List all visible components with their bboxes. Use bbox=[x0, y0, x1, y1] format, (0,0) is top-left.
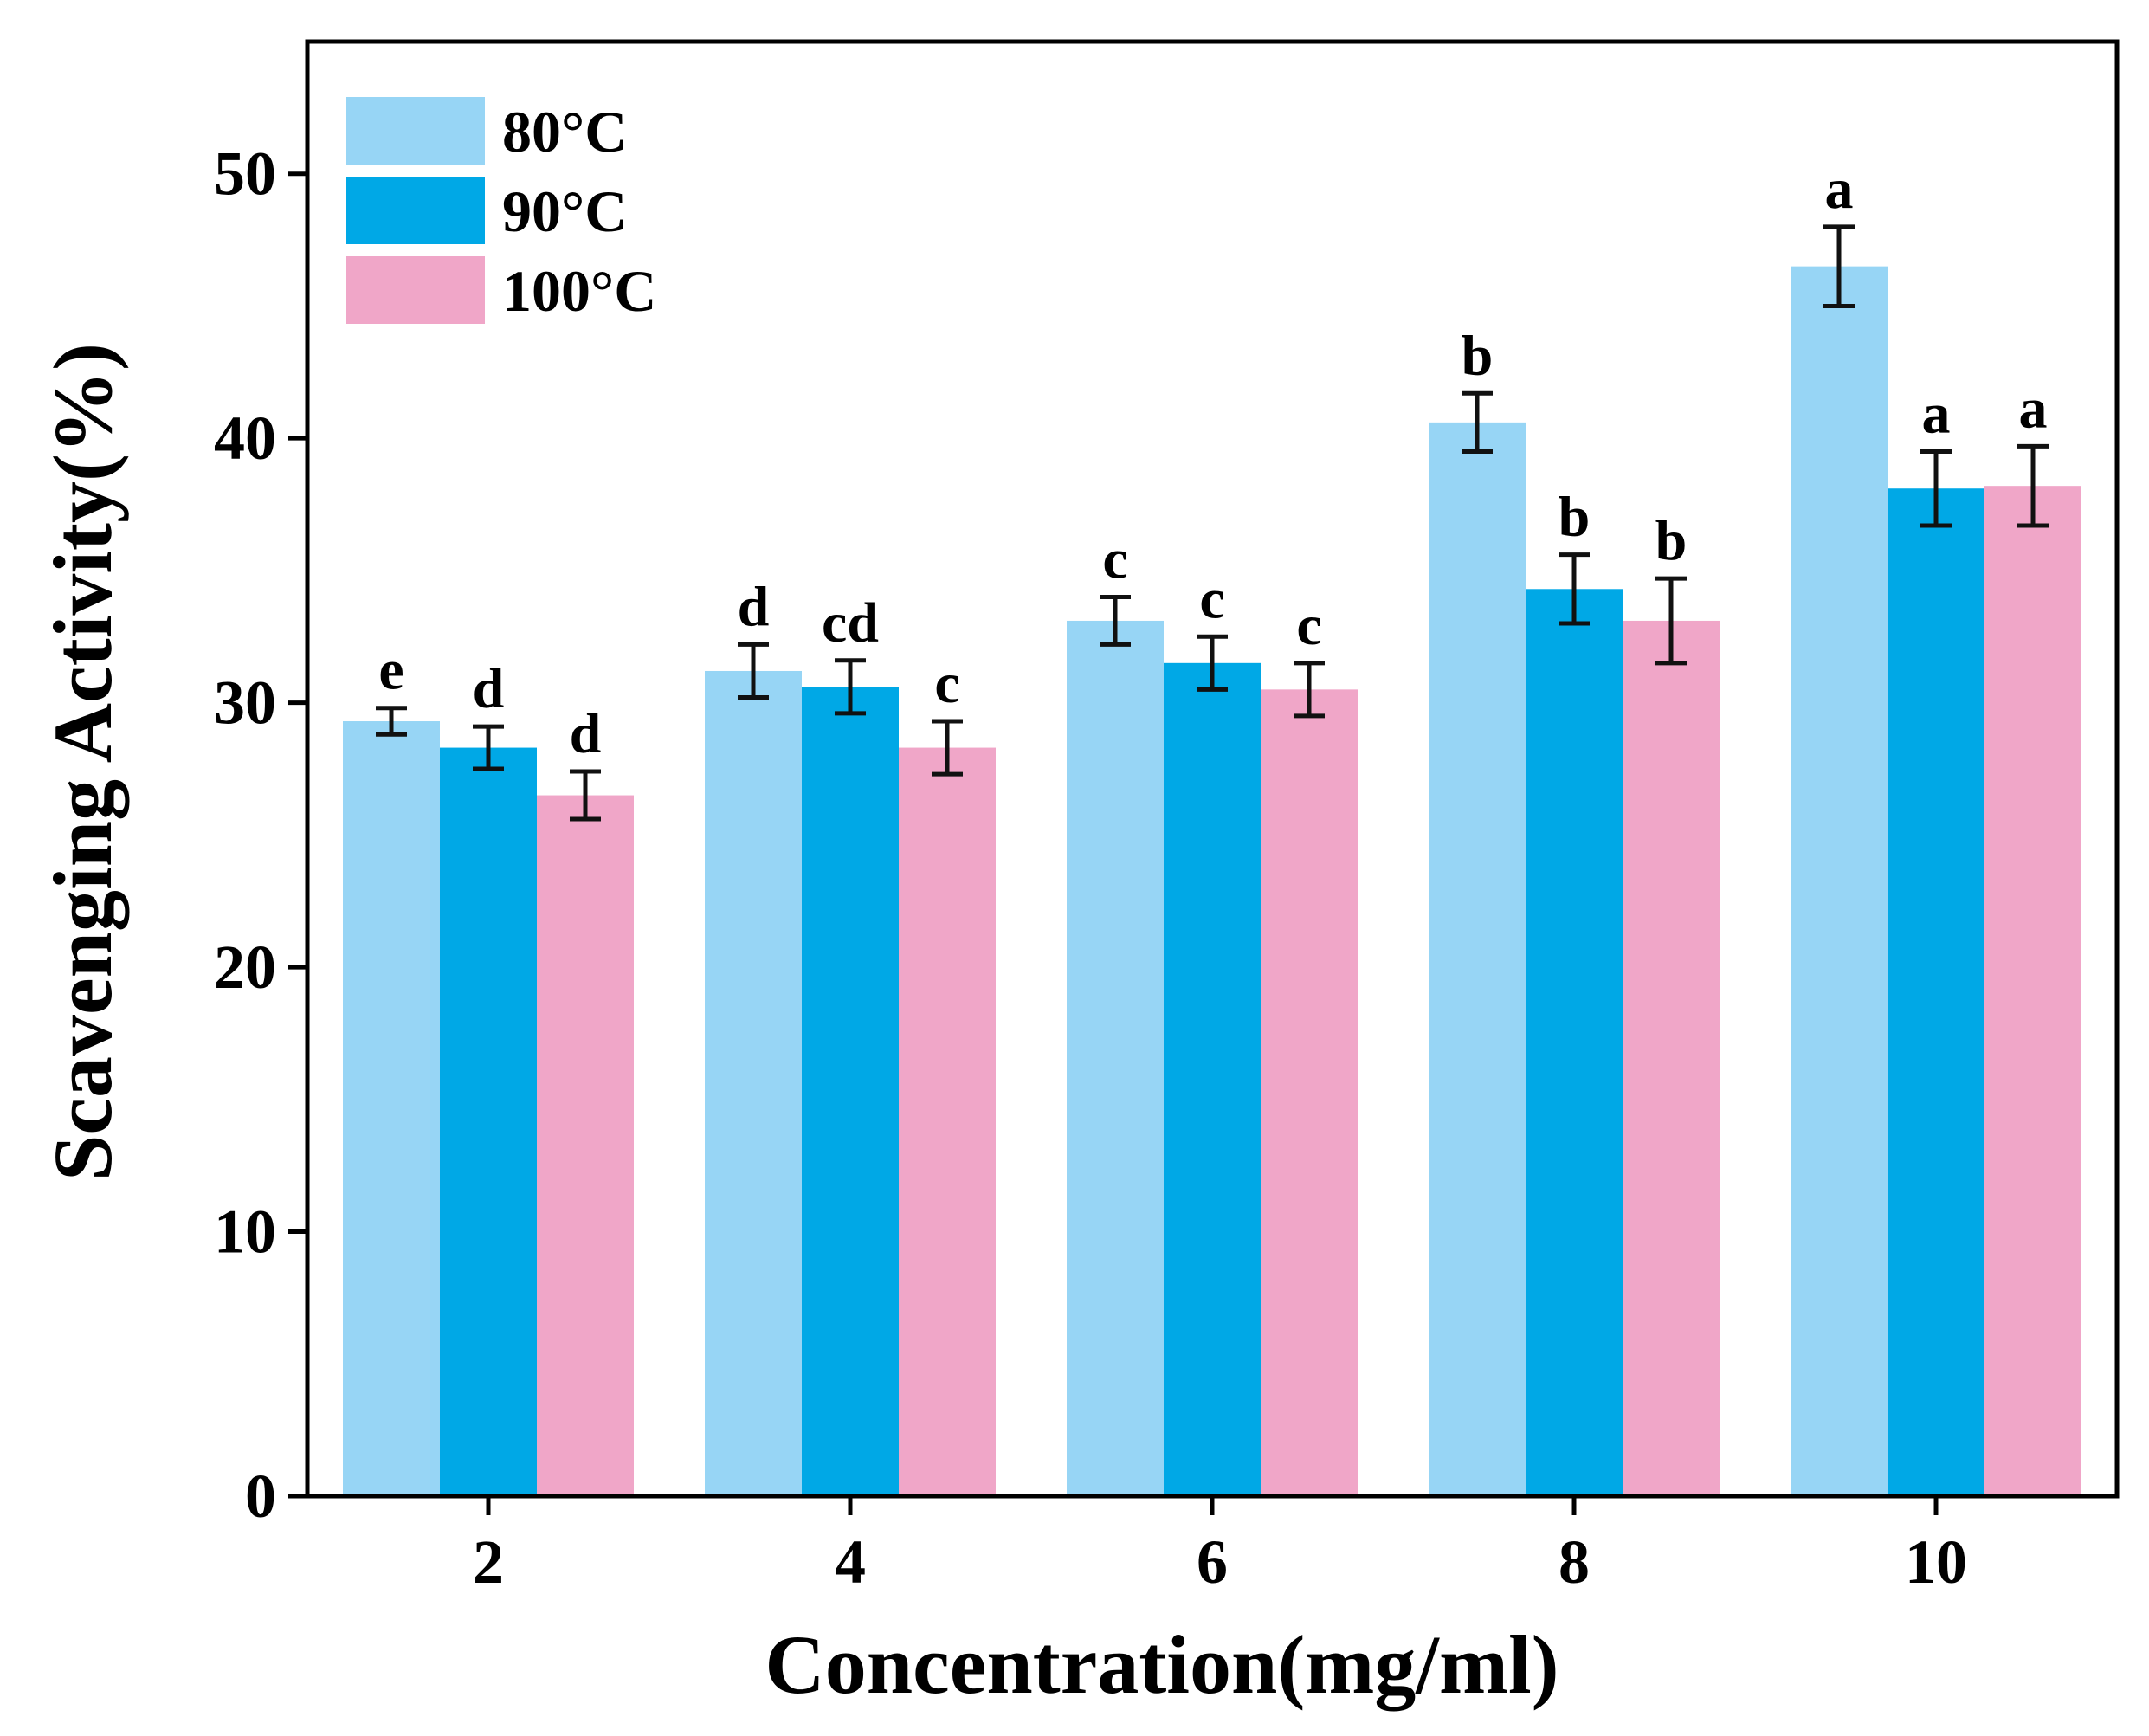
bar-80C-8 bbox=[1429, 422, 1526, 1497]
error-bar-80C-6 bbox=[1100, 594, 1131, 647]
y-tick-label-10: 10 bbox=[214, 1197, 276, 1267]
x-axis-label: Concentration(mg/ml) bbox=[765, 1618, 1559, 1711]
x-tick-label-4: 4 bbox=[835, 1527, 866, 1597]
error-bar-90C-10 bbox=[1920, 449, 1952, 528]
legend-swatch bbox=[346, 97, 485, 165]
error-bar-100C-8 bbox=[1655, 576, 1687, 666]
significance-letter-90C-8: b bbox=[1559, 486, 1591, 549]
legend-label: 80°C bbox=[502, 99, 627, 165]
bar-100C-4 bbox=[899, 747, 996, 1496]
bar-80C-2 bbox=[343, 721, 440, 1496]
bar-90C-6 bbox=[1164, 662, 1261, 1496]
significance-letter-80C-6: c bbox=[1102, 527, 1127, 590]
significance-letter-100C-8: b bbox=[1655, 509, 1688, 572]
error-bar-100C-2 bbox=[570, 769, 601, 822]
error-bars-layer bbox=[376, 224, 2049, 822]
significance-letter-80C-8: b bbox=[1462, 324, 1494, 387]
legend-entry-80C: 80°C bbox=[346, 97, 627, 165]
bar-90C-10 bbox=[1888, 488, 1984, 1496]
legend-label: 100°C bbox=[502, 258, 656, 324]
y-tick-label-30: 30 bbox=[214, 668, 276, 738]
bar-100C-8 bbox=[1623, 620, 1720, 1496]
legend-entry-90C: 90°C bbox=[346, 177, 627, 244]
error-bar-80C-2 bbox=[376, 706, 407, 737]
x-tick-label-2: 2 bbox=[473, 1527, 504, 1597]
error-bar-100C-10 bbox=[2017, 443, 2049, 528]
significance-letter-80C-2: e bbox=[378, 639, 403, 702]
y-axis-label: Scavenging Activity(%) bbox=[36, 343, 129, 1181]
bar-90C-2 bbox=[440, 747, 537, 1496]
significance-letter-80C-4: d bbox=[738, 575, 770, 638]
error-bar-80C-4 bbox=[738, 642, 769, 700]
axes-layer: 2 4 6 8 10 0 10 20 30 40 50 bbox=[214, 39, 2120, 1597]
y-tick-label-50: 50 bbox=[214, 139, 276, 209]
significance-letter-100C-6: c bbox=[1296, 594, 1321, 657]
significance-letter-90C-10: a bbox=[1922, 382, 1951, 445]
bar-100C-6 bbox=[1261, 689, 1358, 1496]
significance-letter-80C-10: a bbox=[1825, 158, 1854, 221]
error-bar-100C-4 bbox=[932, 719, 963, 777]
legend-swatch bbox=[346, 177, 485, 244]
bars-layer bbox=[343, 266, 2081, 1497]
significance-letter-100C-4: c bbox=[934, 652, 959, 715]
bar-90C-8 bbox=[1526, 589, 1623, 1496]
bar-90C-4 bbox=[802, 687, 899, 1496]
error-bar-90C-4 bbox=[835, 658, 866, 716]
y-tick-label-0: 0 bbox=[245, 1462, 276, 1531]
significance-letter-100C-2: d bbox=[570, 702, 602, 765]
y-tick-label-20: 20 bbox=[214, 933, 276, 1002]
bar-80C-10 bbox=[1791, 266, 1888, 1496]
legend-swatch bbox=[346, 256, 485, 324]
significance-letter-90C-2: d bbox=[473, 657, 505, 720]
plot-frame bbox=[305, 39, 2120, 1499]
significance-letter-90C-4: cd bbox=[822, 591, 879, 655]
significance-letter-100C-10: a bbox=[2019, 377, 2048, 440]
legend-label: 90°C bbox=[502, 178, 627, 244]
y-tick-label-40: 40 bbox=[214, 403, 276, 473]
error-bar-80C-10 bbox=[1823, 224, 1855, 308]
error-bar-90C-2 bbox=[473, 724, 504, 771]
bar-80C-4 bbox=[705, 670, 802, 1496]
significance-letter-90C-6: c bbox=[1199, 567, 1224, 630]
error-bar-80C-8 bbox=[1462, 390, 1493, 454]
bar-100C-2 bbox=[537, 795, 634, 1496]
error-bar-90C-6 bbox=[1197, 634, 1228, 692]
error-bar-90C-8 bbox=[1559, 552, 1590, 626]
legend-entry-100C: 100°C bbox=[346, 256, 656, 324]
legend: 80°C 90°C 100°C bbox=[346, 97, 656, 324]
x-tick-label-8: 8 bbox=[1559, 1527, 1590, 1597]
bar-80C-6 bbox=[1067, 620, 1164, 1496]
error-bar-100C-6 bbox=[1294, 661, 1325, 719]
x-tick-label-10: 10 bbox=[1905, 1527, 1967, 1597]
bar-100C-10 bbox=[1984, 486, 2081, 1497]
x-tick-label-6: 6 bbox=[1197, 1527, 1228, 1597]
